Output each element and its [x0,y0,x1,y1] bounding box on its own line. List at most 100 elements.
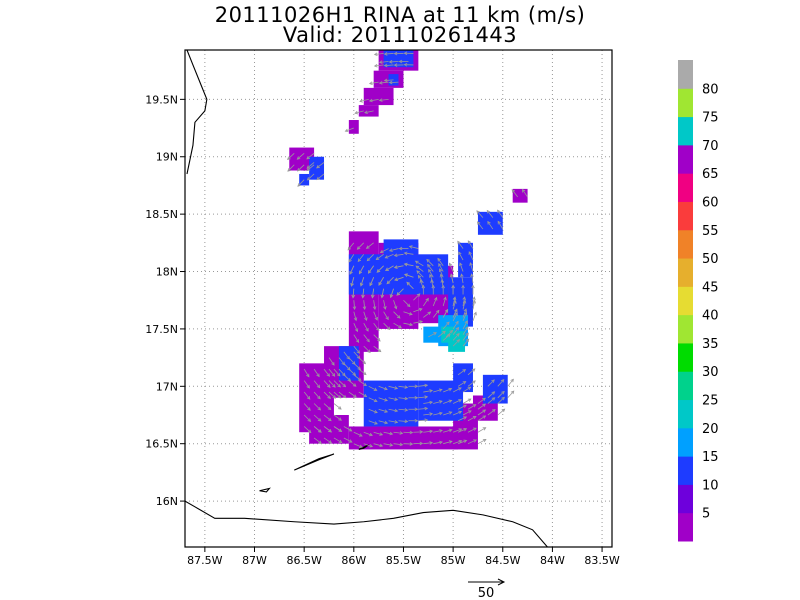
wind-vector-head [362,360,367,365]
wind-vector-head [497,220,501,225]
wind-vector-head [409,442,414,446]
wind-vector [458,251,464,261]
wind-vector-head [418,307,423,312]
wind-vector-head [510,378,514,383]
wind-vector [366,242,374,249]
wind-vector-head [383,78,388,83]
wind-vector [307,173,315,181]
wind-vector [333,426,342,432]
wind-vector-head [386,280,391,285]
wind-vector-head [414,407,419,412]
wind-vector-head [358,433,363,437]
wind-vector [369,98,379,102]
wind-vector-head [380,294,385,299]
wind-vector-head [376,269,381,273]
wind-vector-head [307,418,312,422]
colorbar: 5 10 15 20 25 30 35 40 45 50 55 60 65 70 75 80 [678,60,719,542]
wind-vector [379,81,389,84]
x-tick-label: 83.5W [584,554,619,567]
wind-vector-head [458,399,463,403]
wind-vector-head [497,209,501,214]
wind-vector-head [452,296,457,301]
wind-vector-head [378,98,383,102]
wind-vector [431,279,434,289]
wind-vector [379,98,389,101]
wind-vector [353,363,361,370]
wind-vector-head [317,395,321,400]
wind-vector-head [317,406,322,411]
colorbar-swatch [678,88,693,118]
wind-vector [468,251,474,261]
wind-vector [353,443,363,448]
wind-vector [497,397,505,404]
wind-vector [378,408,388,413]
wind-vector-head [409,322,414,327]
cell-block-north-strip [348,120,359,134]
wind-vector-head [404,385,409,389]
wind-vector [433,389,443,393]
wind-vector [287,153,295,160]
wind-vector-head [394,397,399,401]
wind-vector [313,391,321,400]
wind-vector [443,400,452,404]
wind-vector-head [448,440,453,444]
wind-vector-head [379,443,384,448]
wind-vector-head [318,440,322,444]
wind-vector-head [377,338,381,342]
y-tick-label: 16.5N [145,438,178,451]
wind-vector [467,439,477,445]
wind-vector [385,253,394,259]
wind-vector [457,241,464,249]
wind-vector-head [467,386,472,390]
wind-vector [443,429,452,433]
wind-vector [380,248,389,253]
wind-vector [442,334,451,341]
wind-vector [303,403,311,411]
utila-island [259,487,271,493]
wind-vector-head [398,246,403,251]
colorbar-label: 45 [702,280,719,295]
wind-vector-head [425,297,429,302]
wind-vector-head [348,428,353,432]
wind-vector-head [326,373,330,377]
colorbar-swatch [678,371,693,401]
wind-vector [457,428,467,433]
wind-vector [443,440,452,445]
wind-vector [487,379,495,387]
wind-vector-head [393,265,398,269]
wind-vector [348,391,357,398]
wind-vector-head [393,305,398,310]
wind-vector-head [448,428,453,433]
wind-vector [462,332,469,341]
colorbar-swatch [678,116,693,146]
wind-vector-head [408,312,413,316]
wind-vector [393,443,403,446]
yucatan-coast [186,50,208,175]
wind-vector-head [318,429,322,433]
wind-vector [373,334,381,342]
wind-vector-head [441,284,445,289]
wind-vector-head [393,63,398,67]
plot-frame [184,49,613,548]
wind-vector-head [465,326,469,331]
wind-vector-head [456,339,461,343]
wind-vector-head [473,427,477,431]
wind-vector [398,420,408,422]
wind-vector-head [404,396,409,401]
wind-vector [313,380,320,388]
wind-vector-head [331,362,335,366]
wind-vector-head [296,156,301,160]
colorbar-label: 5 [702,507,710,522]
wind-vector [403,311,413,315]
wind-vector-head [419,430,424,434]
wind-vector [378,397,388,402]
wind-vector [422,298,429,307]
colorbar-swatch [678,286,693,316]
wind-vector [418,384,428,387]
wind-vector-head [429,400,434,405]
wind-vector [378,277,384,286]
wind-vector-head [368,98,373,103]
wind-vector-head [458,387,462,391]
wind-vector-head [424,418,429,422]
wind-vector-head [306,384,310,389]
